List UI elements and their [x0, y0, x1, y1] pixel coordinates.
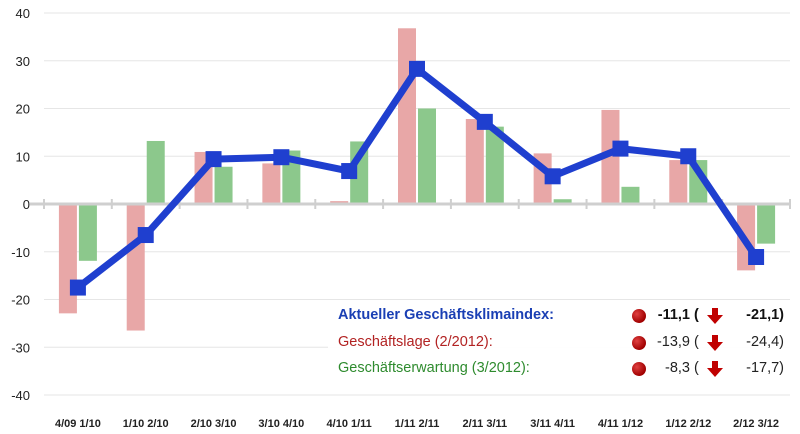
x-tick-label: 1/12 2/12 [665, 418, 711, 430]
index-point [476, 113, 493, 130]
x-tick-label: 3/11 4/11 [530, 418, 575, 430]
y-tick-label: 40 [16, 6, 30, 21]
x-tick-label: 4/09 1/10 [55, 418, 101, 430]
bar-lage [58, 204, 77, 314]
bar-lage [262, 163, 281, 204]
legend-erwartung-open-paren: ( [694, 360, 699, 376]
y-axis-ticks: 40 30 20 10 0 -10 -20 -30 -40 [11, 6, 30, 403]
x-axis-ticks: 4/09 1/10 1/10 2/10 2/10 3/10 3/10 4/10 4/10… [55, 418, 779, 430]
bar-erwartung [621, 186, 640, 204]
index-point [341, 163, 358, 180]
legend-index-label: Aktueller Geschäftsklimaindex: [338, 307, 554, 323]
zero-line [30, 199, 791, 209]
arrow-down-icon [707, 361, 723, 377]
index-point [69, 279, 86, 296]
index-point [205, 151, 222, 168]
index-point [273, 149, 290, 166]
index-point [680, 148, 697, 165]
legend-lage-open-paren: ( [694, 334, 699, 350]
bars [58, 28, 776, 331]
legend: Aktueller Geschäftsklimaindex: -11,1 ( -… [328, 300, 790, 390]
bar-erwartung [553, 199, 572, 204]
legend-lage-label: Geschäftslage (2/2012): [338, 334, 493, 350]
y-tick-label: 0 [23, 197, 30, 212]
bar-erwartung [146, 140, 165, 204]
arrow-down-icon [707, 308, 723, 324]
bar-lage [465, 119, 484, 204]
bar-erwartung [214, 166, 233, 204]
x-tick-label: 4/10 1/11 [327, 418, 372, 430]
x-tick-label: 2/10 3/10 [191, 418, 237, 430]
x-tick-label: 1/11 2/11 [395, 418, 440, 430]
legend-lage-value: -13,9 [656, 334, 690, 350]
x-tick-label: 3/10 4/10 [258, 418, 304, 430]
legend-index-value: -11,1 [657, 307, 690, 323]
legend-erwartung-previous: -17,7) [746, 360, 784, 376]
legend-row-erwartung: Geschäftserwartung (3/2012): -8,3 ( -17,… [328, 357, 790, 381]
y-tick-label: -30 [11, 340, 30, 355]
legend-index-previous: -21,1) [746, 307, 784, 323]
bar-erwartung [78, 204, 97, 261]
x-tick-label: 2/11 3/11 [462, 418, 507, 430]
legend-row-index: Aktueller Geschäftsklimaindex: -11,1 ( -… [328, 304, 790, 328]
index-point [544, 168, 561, 185]
red-dot-icon [632, 309, 646, 323]
index-series-line [75, 65, 759, 291]
arrow-down-icon [707, 335, 723, 351]
bar-erwartung [689, 160, 708, 204]
x-tick-label: 4/11 1/12 [598, 418, 643, 430]
y-tick-label: 10 [16, 149, 30, 164]
y-tick-label: -40 [11, 388, 30, 403]
bar-erwartung [757, 204, 776, 244]
y-tick-label: -20 [11, 293, 30, 308]
legend-row-lage: Geschäftslage (2/2012): -13,9 ( -24,4) [328, 331, 790, 355]
y-tick-label: 30 [16, 54, 30, 69]
legend-lage-previous: -24,4) [746, 334, 784, 350]
index-point [748, 249, 765, 266]
bar-erwartung [485, 126, 504, 204]
legend-erwartung-value: -8,3 [665, 360, 690, 376]
y-tick-label: -10 [11, 245, 30, 260]
bar-lage [601, 109, 620, 204]
y-tick-label: 20 [16, 102, 30, 117]
legend-index-open-paren: ( [694, 307, 699, 323]
legend-erwartung-label: Geschäftserwartung (3/2012): [338, 360, 530, 376]
bar-lage [669, 160, 688, 204]
red-dot-icon [632, 362, 646, 376]
bar-lage [126, 204, 145, 331]
x-tick-label: 2/12 3/12 [733, 418, 779, 430]
index-point [612, 140, 629, 157]
x-tick-label: 1/10 2/10 [123, 418, 169, 430]
red-dot-icon [632, 336, 646, 350]
index-line [69, 60, 765, 296]
bar-lage [398, 28, 416, 205]
gridlines [44, 12, 790, 396]
index-point [137, 227, 154, 244]
index-point [409, 60, 425, 77]
bar-erwartung [418, 108, 436, 204]
